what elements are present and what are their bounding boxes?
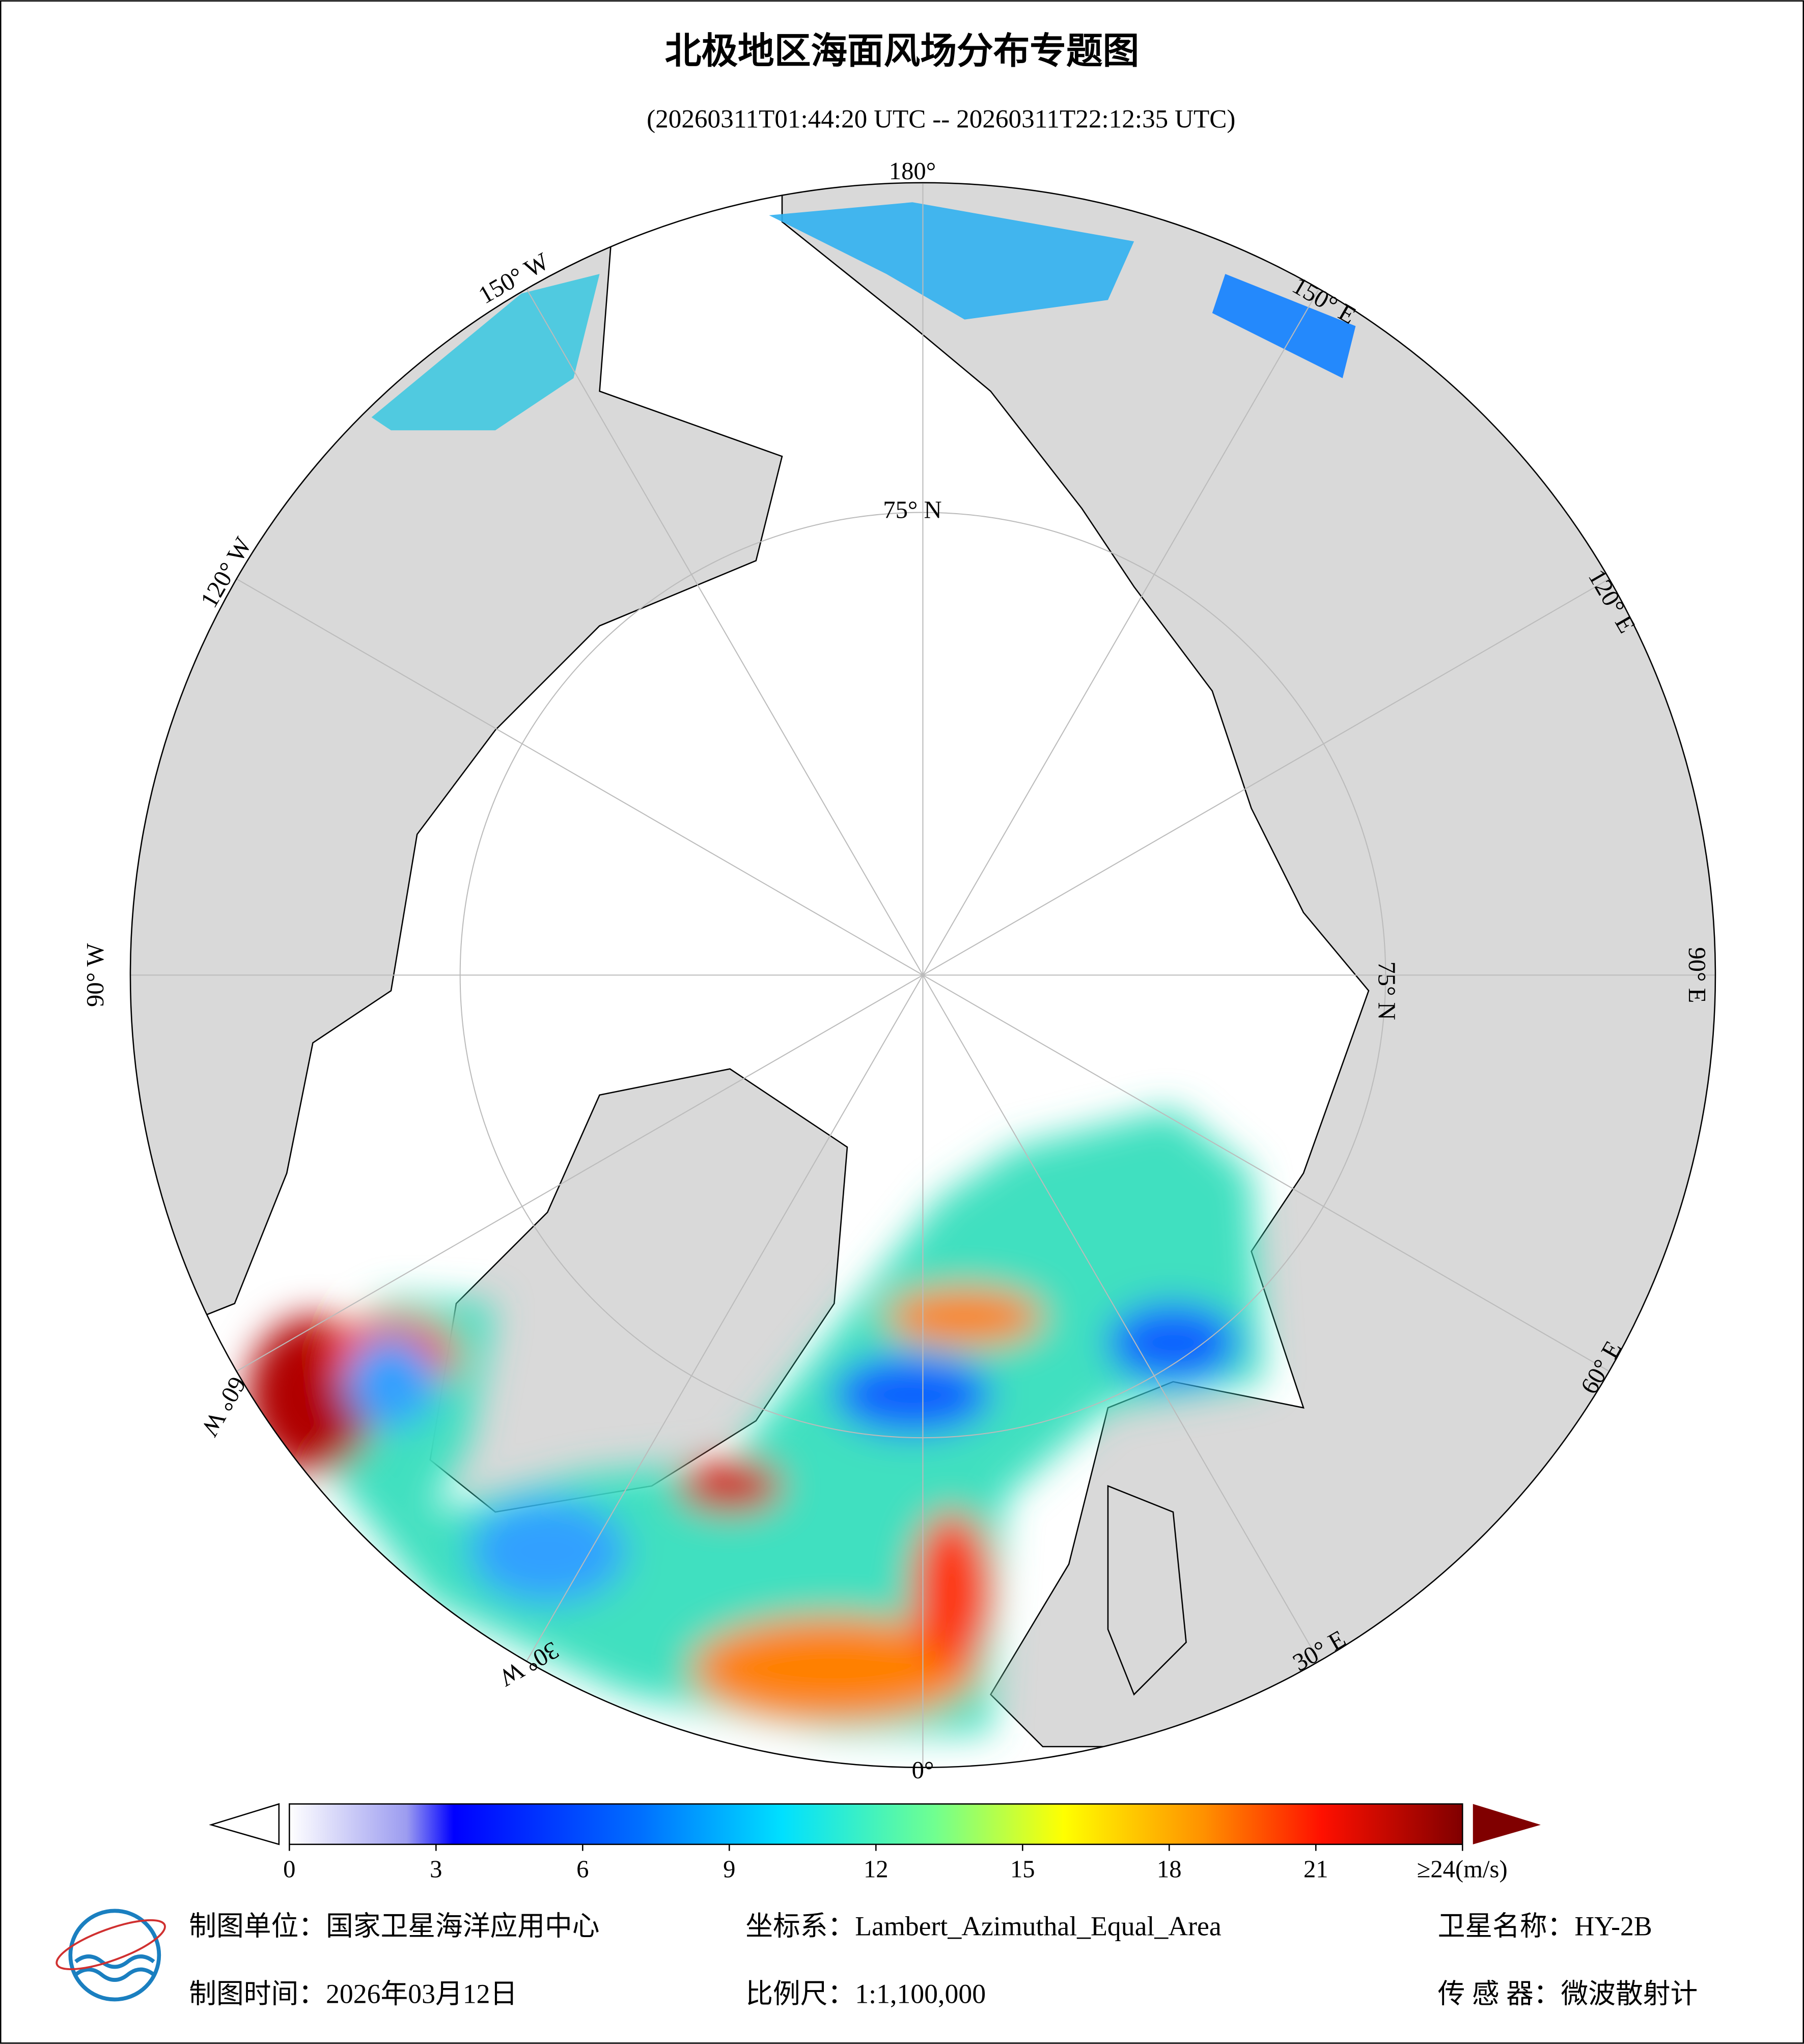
colorbar-tick-label: 12 xyxy=(864,1856,889,1883)
colorbar-tick-label: 9 xyxy=(723,1856,735,1883)
wind-field-north xyxy=(769,202,1134,320)
colorbar-tick-label: 18 xyxy=(1157,1856,1182,1883)
footer-satellite: 卫星名称：HY-2B xyxy=(1438,1911,1652,1942)
colorbar-tick-label: 15 xyxy=(1010,1856,1035,1883)
graticule-label: 60° W xyxy=(196,1372,252,1441)
meridian xyxy=(236,974,923,1372)
meridian xyxy=(526,974,924,1662)
meridian xyxy=(922,974,1320,1662)
footer-unit: 制图单位：国家卫星海洋应用中心 xyxy=(189,1911,599,1942)
footer-crs: 坐标系：Lambert_Azimuthal_Equal_Area xyxy=(745,1911,1222,1942)
wind-field-west xyxy=(371,274,600,431)
graticule-label: 75° N xyxy=(883,496,941,524)
graticule-label: 90° E xyxy=(1683,947,1711,1003)
colorbar-tick-label: 6 xyxy=(576,1856,589,1883)
colorbar xyxy=(209,1803,1541,1845)
meridian xyxy=(922,288,1320,975)
colorbar-under xyxy=(209,1803,280,1845)
colorbar-tick-label: ≥24(m/s) xyxy=(1417,1856,1508,1883)
meridian xyxy=(922,578,1609,976)
footer-sensor: 传 感 器：微波散射计 xyxy=(1438,1979,1698,2009)
footer: 制图单位：国家卫星海洋应用中心 坐标系：Lambert_Azimuthal_Eq… xyxy=(189,1911,1698,2009)
colorbar-tick-label: 0 xyxy=(283,1856,295,1883)
graticule-label: 90° W xyxy=(81,943,109,1007)
graticule-label: 0° xyxy=(912,1756,934,1784)
colorbar-tick-label: 21 xyxy=(1303,1856,1328,1883)
meridian xyxy=(236,578,923,976)
colorbar-over xyxy=(1473,1804,1541,1844)
wind-field-east xyxy=(1212,274,1356,378)
footer-date: 制图时间：2026年03月12日 xyxy=(189,1979,517,2009)
logo xyxy=(55,1909,166,2002)
colorbar-ticks: 0 3 6 9 12 15 18 21 ≥24(m/s) xyxy=(283,1844,1508,1883)
wind-field xyxy=(247,1108,1265,1734)
title: 北极地区海面风场分布专题图 xyxy=(665,31,1140,71)
subtitle: (20260311T01:44:20 UTC -- 20260311T22:12… xyxy=(647,104,1235,133)
footer-scale: 比例尺：1:1,100,000 xyxy=(745,1979,986,2009)
graticule-label: 180° xyxy=(889,157,936,185)
meridian xyxy=(922,974,1609,1372)
meridian xyxy=(526,288,924,975)
map-border xyxy=(129,182,1716,1769)
graticule-label: 75° N xyxy=(1373,961,1401,1020)
graticule xyxy=(130,182,1715,1768)
colorbar-tick-label: 3 xyxy=(430,1856,442,1883)
colorbar-ramp xyxy=(289,1803,1463,1845)
